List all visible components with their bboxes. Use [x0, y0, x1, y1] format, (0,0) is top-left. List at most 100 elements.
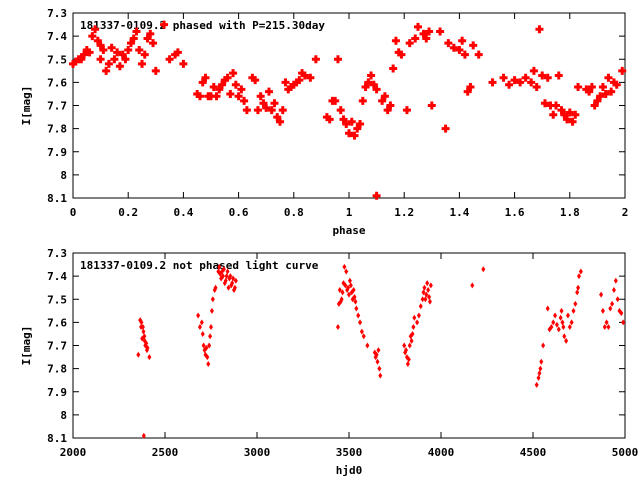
- unphased-data-point: [201, 342, 206, 349]
- phased-y-tick-label: 7.3: [47, 7, 67, 20]
- phased-data-point: [259, 99, 268, 108]
- unphased-data-point: [220, 273, 225, 280]
- unphased-data-point: [418, 303, 423, 310]
- phased-data-point: [521, 73, 530, 82]
- phased-data-point: [77, 55, 86, 64]
- unphased-data-point: [354, 305, 359, 312]
- phased-data-point: [331, 96, 340, 105]
- phased-data-point: [209, 83, 218, 91]
- phased-data-point: [124, 46, 133, 54]
- phased-data-point: [369, 80, 378, 89]
- phased-data-point: [287, 83, 296, 91]
- unphased-y-axis-label: I[mag]: [20, 326, 33, 366]
- unphased-data-point: [209, 324, 213, 330]
- phased-data-point: [107, 43, 116, 52]
- unphased-data-point: [207, 342, 212, 349]
- unphased-data-point: [224, 273, 229, 280]
- unphased-data-point: [560, 319, 565, 326]
- phased-chart-title: 181337-0109.2 phased with P=215.30day: [80, 19, 325, 32]
- phased-data-point: [102, 66, 111, 75]
- phased-data-point: [549, 110, 558, 119]
- unphased-data-point: [145, 344, 150, 351]
- unphased-data-point: [356, 312, 361, 319]
- phased-data-point: [607, 87, 616, 96]
- phased-data-point: [333, 55, 342, 64]
- unphased-y-tick-label: 7.6: [47, 316, 67, 329]
- unphased-data-point: [537, 370, 542, 377]
- unphased-data-point: [600, 307, 605, 314]
- phased-data-point: [151, 66, 160, 75]
- phased-data-point: [596, 92, 605, 101]
- phased-data-point: [132, 27, 141, 36]
- unphased-y-tick-label: 7.8: [47, 363, 67, 376]
- unphased-light-curve-chart: 2000 2500 3000 3500 4000 4500 5000 7.3 7.4 7.5 7.6…: [20, 247, 638, 477]
- unphased-data-point: [481, 266, 486, 273]
- unphased-data-point: [136, 351, 141, 358]
- unphased-data-point: [420, 296, 425, 303]
- phased-y-tick-label: 7.4: [47, 30, 67, 43]
- phased-data-point: [201, 73, 210, 82]
- phased-data-point: [143, 34, 152, 43]
- unphased-y-tick-label: 8: [60, 409, 67, 422]
- phased-data-point: [207, 92, 215, 101]
- phased-data-point: [146, 29, 155, 38]
- phased-data-point: [609, 78, 618, 87]
- phased-data-point: [96, 55, 105, 64]
- phased-data-point: [516, 78, 525, 87]
- phased-data-point: [91, 25, 100, 34]
- unphased-data-point: [147, 354, 152, 361]
- phased-data-point: [284, 85, 293, 94]
- phased-data-point: [546, 101, 555, 110]
- unphased-data-point: [348, 282, 353, 289]
- unphased-data-point: [534, 381, 539, 388]
- unphased-data-point: [352, 293, 357, 300]
- phased-x-tick-label: 0.6: [229, 206, 249, 219]
- unphased-chart-panel: 2000 2500 3000 3500 4000 4500 5000 7.3 7.4 7.5 7.6…: [0, 240, 640, 480]
- unphased-chart-title: 181337-0109.2 not phased light curve: [80, 259, 319, 272]
- unphased-x-tick-label: 3000: [244, 446, 271, 459]
- phased-chart-panel: 0 0.2 0.4 0.6 0.8 1 1.2 1.4 1.6 1.8 2 7.3 7.4 7.5 7.6 7…: [0, 0, 640, 240]
- unphased-data-point: [361, 333, 366, 340]
- phased-data-point: [71, 57, 80, 66]
- phased-data-point: [311, 55, 320, 64]
- unphased-data-point: [561, 324, 566, 330]
- unphased-data-point: [225, 268, 230, 275]
- phased-data-point: [618, 66, 627, 75]
- phased-data-point: [604, 73, 613, 82]
- phased-x-tick-label: 1.4: [449, 206, 469, 219]
- unphased-data-point: [599, 291, 604, 298]
- unphased-data-point: [556, 326, 561, 333]
- phased-data-point: [300, 71, 309, 80]
- phased-data-point: [419, 29, 428, 38]
- unphased-data-point: [339, 296, 344, 303]
- unphased-data-point: [410, 330, 415, 337]
- unphased-data-point: [541, 342, 546, 349]
- unphased-data-point: [576, 284, 581, 291]
- unphased-data-point: [347, 291, 351, 298]
- phased-data-point: [538, 71, 547, 80]
- unphased-data-point: [610, 300, 615, 307]
- unphased-data-point: [424, 291, 429, 298]
- phased-data-point: [289, 80, 298, 89]
- unphased-data-point: [427, 293, 432, 300]
- phased-data-point: [234, 92, 243, 101]
- phased-data-point: [93, 36, 102, 45]
- unphased-data-point: [406, 356, 411, 363]
- phased-data-point: [253, 106, 262, 115]
- unphased-data-point: [602, 324, 607, 330]
- phased-data-point: [571, 110, 580, 119]
- phased-data-point: [601, 89, 610, 98]
- phased-data-point: [560, 110, 569, 119]
- unphased-x-tick-label: 2500: [152, 446, 179, 459]
- phased-data-point: [587, 83, 596, 91]
- phased-data-point: [598, 83, 607, 91]
- unphased-x-tick-label: 4000: [428, 446, 455, 459]
- unphased-data-point: [223, 277, 228, 284]
- unphased-data-point: [551, 319, 556, 326]
- phased-data-point: [552, 101, 560, 110]
- unphased-x-tick-label: 2000: [60, 446, 87, 459]
- phased-data-point: [231, 80, 240, 89]
- phased-data-point: [160, 20, 169, 29]
- phased-data-point: [218, 80, 227, 89]
- phased-data-point: [110, 55, 119, 64]
